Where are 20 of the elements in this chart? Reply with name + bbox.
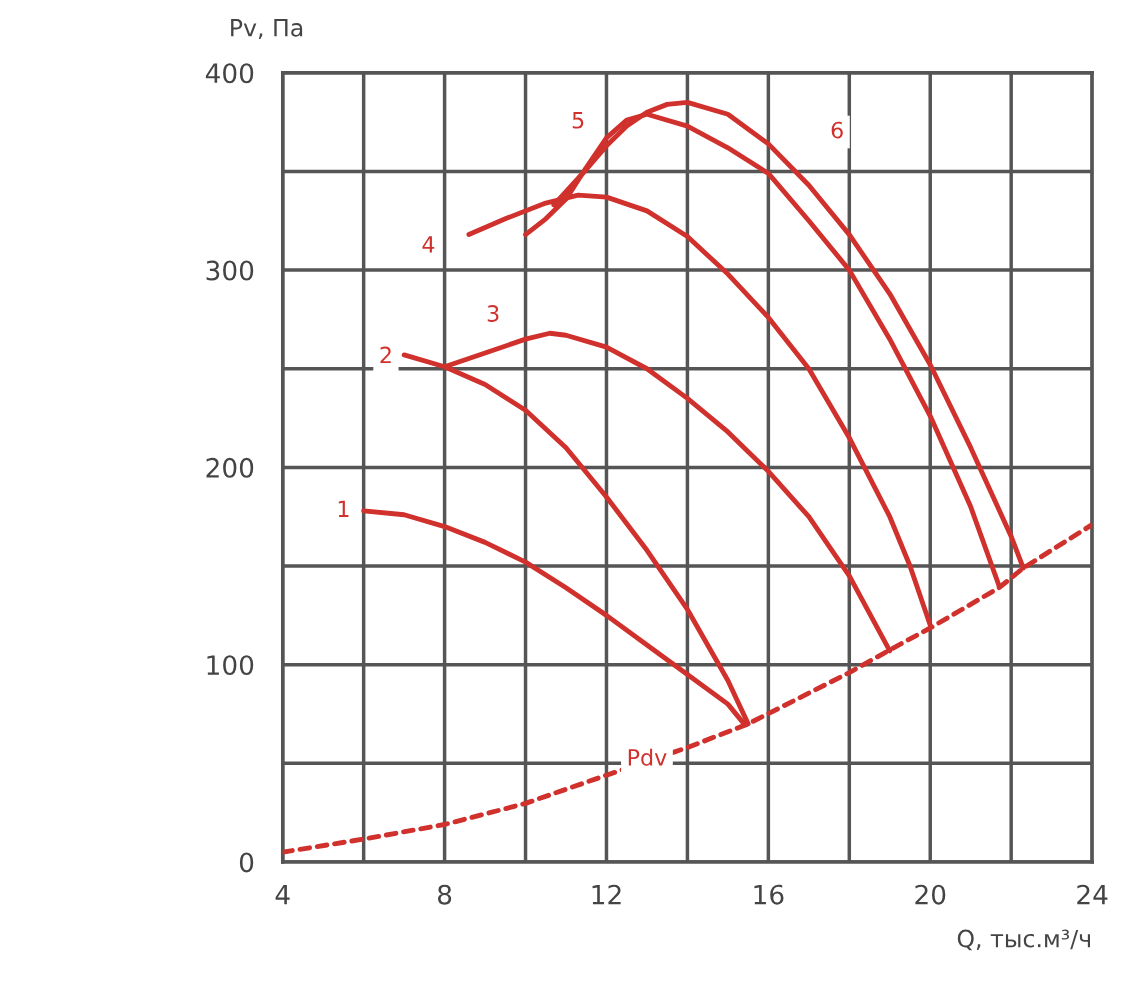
annotation: 2 xyxy=(380,346,391,364)
annotation: Pdv xyxy=(628,748,667,766)
y-tick-label: 300 xyxy=(206,260,254,281)
y-tick-label: 100 xyxy=(207,655,254,676)
annotation: 4 xyxy=(422,236,435,253)
x-axis-title: Q, тыс.м³/ч xyxy=(957,929,1090,951)
y-tick-label: 0 xyxy=(239,852,254,873)
annotation: 3 xyxy=(487,305,499,322)
y-axis-title: Pv, Па xyxy=(231,19,303,40)
annotation: 5 xyxy=(572,112,584,129)
y-tick-label: 400 xyxy=(205,63,254,84)
x-tick-label: 16 xyxy=(754,884,784,905)
x-tick-label: 4 xyxy=(275,885,290,905)
x-tick-label: 8 xyxy=(437,884,452,905)
y-tick-label: 200 xyxy=(206,457,254,478)
annotation: 6 xyxy=(831,121,843,139)
x-tick-label: 24 xyxy=(1077,884,1108,905)
x-tick-label: 12 xyxy=(592,884,621,905)
x-tick-label: 20 xyxy=(915,884,946,905)
annotation: 1 xyxy=(338,500,349,517)
